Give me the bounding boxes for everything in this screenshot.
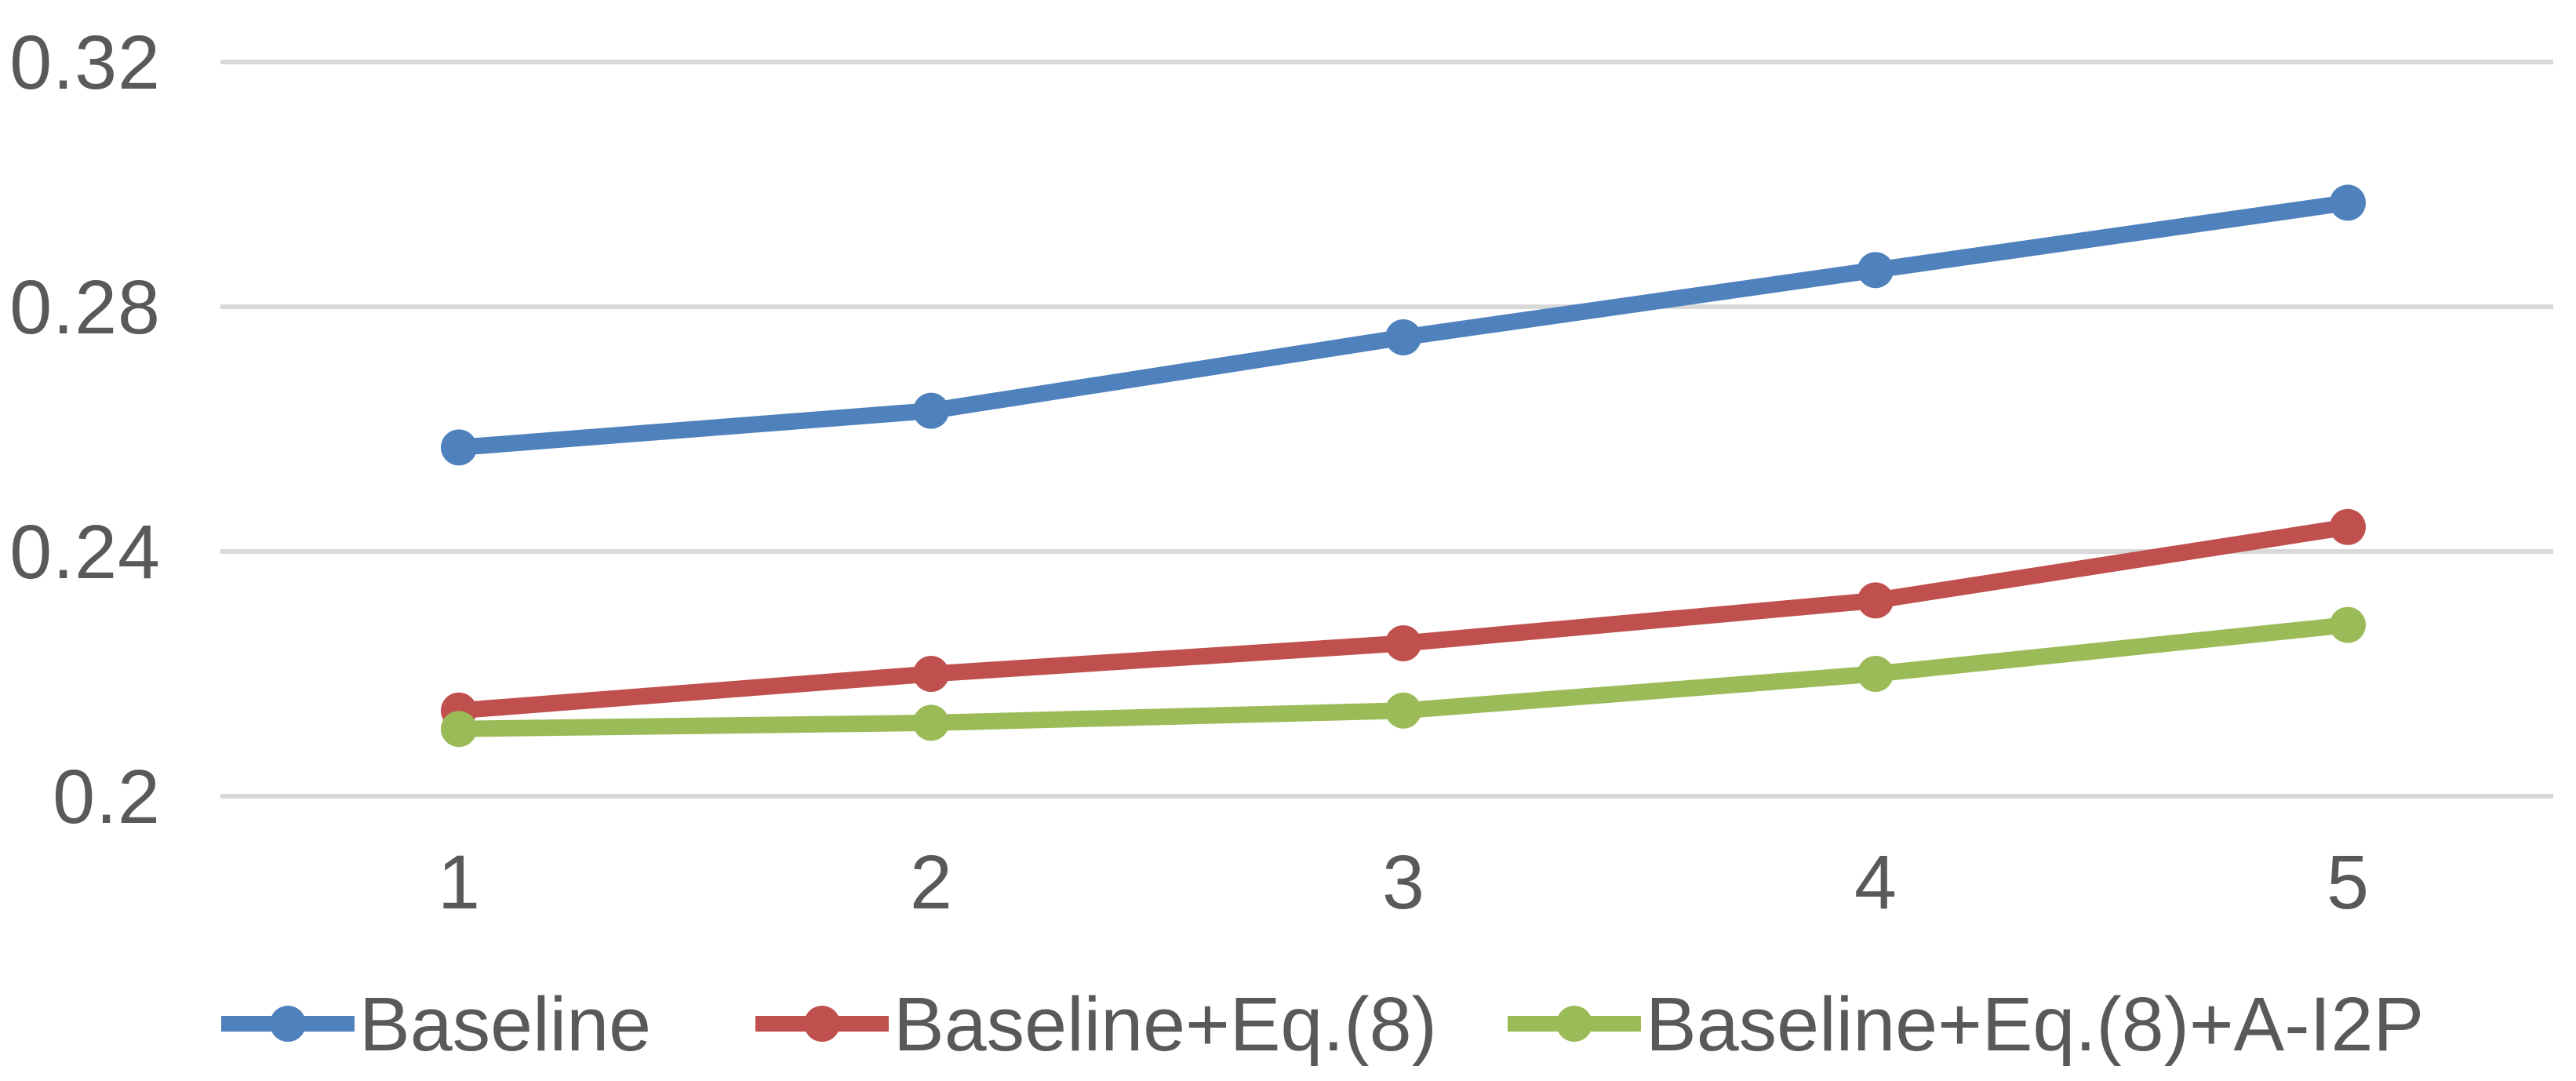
data-point-baseline-x2 [913, 392, 949, 429]
x-tick-label-2: 2 [910, 839, 952, 925]
legend-dot-baseline-eq-8-a-i2p [1556, 1006, 1592, 1042]
legend-dot-baseline-eq-8 [804, 1006, 840, 1042]
y-tick-label-0.28: 0.28 [9, 264, 161, 350]
legend-marker-baseline-eq-8-a-i2p-icon [1508, 1006, 1641, 1042]
legend-item-baseline-eq-8-a-i2p: Baseline+Eq.(8)+A-I2P [1508, 977, 2424, 1071]
x-tick-label-3: 3 [1382, 839, 1424, 925]
legend-item-baseline-eq-8: Baseline+Eq.(8) [755, 977, 1437, 1071]
data-point-baseline-eq-8-x2 [913, 656, 949, 692]
data-point-baseline-x3 [1385, 319, 1421, 355]
data-point-baseline-x5 [2330, 184, 2366, 221]
x-tick-label-4: 4 [1854, 839, 1897, 925]
data-point-baseline-eq-8-x5 [2330, 508, 2366, 545]
legend-dot-baseline [270, 1006, 306, 1042]
y-tick-label-0.32: 0.32 [9, 20, 161, 105]
data-point-baseline-eq-8-a-i2p-x4 [1857, 656, 1894, 692]
legend-label-baseline-eq-8-a-i2p: Baseline+Eq.(8)+A-I2P [1646, 981, 2425, 1067]
legend-marker-baseline-icon [221, 1006, 355, 1042]
series-line-baseline-eq-8 [450, 519, 2356, 719]
y-tick-label-0.24: 0.24 [9, 509, 161, 595]
data-point-baseline-eq-8-a-i2p-x2 [913, 704, 949, 741]
x-tick-label-5: 5 [2327, 839, 2369, 925]
data-point-baseline-x1 [441, 429, 477, 466]
legend-item-baseline: Baseline [221, 977, 651, 1071]
data-point-baseline-x4 [1857, 252, 1894, 289]
x-tick-label-1: 1 [438, 839, 480, 925]
data-point-baseline-eq-8-a-i2p-x3 [1385, 692, 1421, 729]
legend-marker-baseline-eq-8-icon [755, 1006, 889, 1042]
y-tick-label-0.2: 0.2 [53, 754, 161, 839]
data-point-baseline-eq-8-x3 [1385, 625, 1421, 661]
legend-label-baseline-eq-8: Baseline+Eq.(8) [893, 981, 1437, 1067]
legend-label-baseline: Baseline [359, 981, 652, 1067]
data-point-baseline-eq-8-a-i2p-x1 [441, 711, 477, 748]
data-point-baseline-eq-8-a-i2p-x5 [2330, 606, 2366, 643]
data-point-baseline-eq-8-x4 [1857, 582, 1894, 619]
